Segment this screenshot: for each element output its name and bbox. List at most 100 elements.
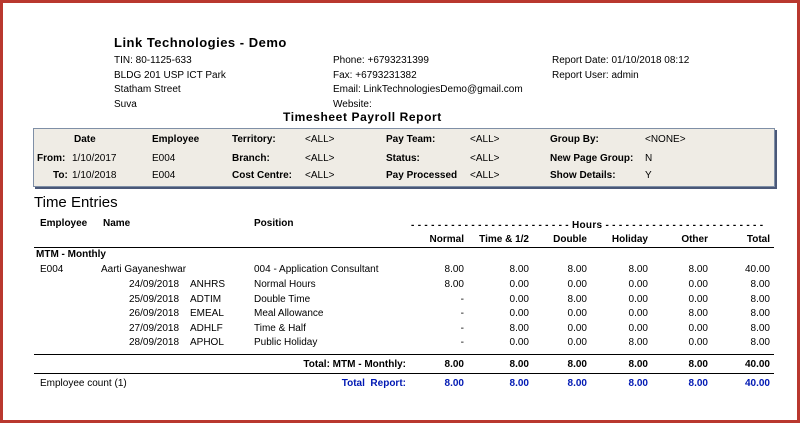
entry-code: ANHRS — [190, 279, 226, 290]
cost-centre-label: Cost Centre: — [232, 170, 293, 181]
table-row: 27/09/2018 ADHLF Time & Half - 8.00 0.00… — [3, 323, 797, 337]
entry-time-half: 0.00 — [509, 308, 529, 319]
address-line-2: Statham Street — [114, 84, 181, 95]
entry-total: 8.00 — [750, 308, 770, 319]
entry-desc: Time & Half — [254, 323, 306, 334]
new-page-group-value: N — [645, 153, 653, 164]
col-normal: Normal — [429, 234, 464, 245]
pay-processed-label: Pay Processed — [386, 170, 458, 181]
show-details-label: Show Details: — [550, 170, 616, 181]
contact-details: Phone: +6793231399 Fax: +6793231382 Emai… — [333, 54, 523, 112]
entry-date: 25/09/2018 — [129, 294, 180, 305]
entry-other: 0.00 — [688, 337, 708, 348]
employee-time-half: 8.00 — [509, 264, 529, 275]
group-total-label: Total: MTM - Monthly: — [303, 359, 406, 370]
col-name: Name — [103, 218, 131, 229]
entry-double: 8.00 — [567, 294, 587, 305]
territory-label: Territory: — [232, 134, 276, 145]
group-total-total: 40.00 — [744, 359, 770, 370]
report-total-normal: 8.00 — [444, 378, 464, 389]
group-total-holiday: 8.00 — [628, 359, 648, 370]
employee-other: 8.00 — [688, 264, 708, 275]
entry-code: ADTIM — [190, 294, 222, 305]
col-time-half: Time & 1/2 — [479, 234, 529, 245]
entry-time-half: 8.00 — [509, 323, 529, 334]
website-line: Website: — [333, 98, 372, 110]
entry-date: 27/09/2018 — [129, 323, 180, 334]
table-row: 26/09/2018 EMEAL Meal Allowance - 0.00 0… — [3, 308, 797, 322]
entry-code: EMEAL — [190, 308, 224, 319]
entry-double: 0.00 — [567, 308, 587, 319]
territory-value: <ALL> — [305, 134, 335, 145]
branch-label: Branch: — [232, 153, 270, 164]
cost-centre-value: <ALL> — [305, 170, 335, 181]
entry-holiday: 0.00 — [628, 279, 648, 290]
entry-normal: - — [460, 308, 464, 319]
employee-name: Aarti Gayaneshwar — [101, 264, 187, 275]
entry-double: 0.00 — [567, 337, 587, 348]
entry-other: 0.00 — [688, 279, 708, 290]
entry-other: 8.00 — [688, 308, 708, 319]
entry-date: 28/09/2018 — [129, 337, 180, 348]
show-details-value: Y — [645, 170, 652, 181]
report-sheet: Link Technologies - Demo TIN: 80-1125-63… — [3, 3, 797, 420]
report-total-label: Total Report: — [341, 378, 406, 389]
report-total-double: 8.00 — [567, 378, 587, 389]
employee-double: 8.00 — [567, 264, 587, 275]
address-line-3: Suva — [114, 98, 137, 110]
branch-value: <ALL> — [305, 153, 335, 164]
total-rule — [34, 373, 774, 374]
fax-line: Fax: +6793231382 — [333, 69, 417, 81]
group-label: MTM - Monthly — [36, 249, 106, 260]
status-label: Status: — [386, 153, 420, 164]
entry-double: 0.00 — [567, 279, 587, 290]
entry-total: 8.00 — [750, 323, 770, 334]
employee-normal: 8.00 — [444, 264, 464, 275]
report-title: Timesheet Payroll Report — [283, 110, 442, 124]
status-value: <ALL> — [470, 153, 500, 164]
table-row: 24/09/2018 ANHRS Normal Hours 8.00 0.00 … — [3, 279, 797, 293]
entry-time-half: 0.00 — [509, 294, 529, 305]
report-user: Report User: admin — [552, 69, 639, 81]
entry-holiday: 0.00 — [628, 308, 648, 319]
report-total-time-half: 8.00 — [509, 378, 529, 389]
entry-time-half: 0.00 — [509, 337, 529, 348]
employee-code: E004 — [40, 264, 64, 275]
entry-date: 24/09/2018 — [129, 279, 180, 290]
report-total-total: 40.00 — [744, 378, 770, 389]
date-label: Date — [74, 134, 96, 145]
tin-line: TIN: 80-1125-633 — [114, 55, 192, 66]
entry-normal: - — [460, 337, 464, 348]
group-total-other: 8.00 — [688, 359, 708, 370]
entry-desc: Meal Allowance — [254, 308, 324, 319]
entry-date: 26/09/2018 — [129, 308, 180, 319]
entry-double: 0.00 — [567, 323, 587, 334]
col-employee: Employee — [40, 218, 88, 229]
phone-line: Phone: +6793231399 — [333, 55, 429, 66]
entry-total: 8.00 — [750, 294, 770, 305]
group-rule — [34, 354, 774, 355]
group-total-normal: 8.00 — [444, 359, 464, 370]
col-other: Other — [681, 234, 708, 245]
entry-normal: 8.00 — [444, 279, 464, 290]
col-total: Total — [746, 234, 770, 245]
col-double: Double — [553, 234, 587, 245]
employee-total: 40.00 — [744, 264, 770, 275]
entry-normal: - — [460, 323, 464, 334]
from-employee: E004 — [152, 153, 176, 164]
from-label: From: — [37, 153, 66, 164]
to-label: To: — [53, 170, 68, 181]
entry-total: 8.00 — [750, 279, 770, 290]
company-name: Link Technologies - Demo — [114, 35, 287, 50]
from-value: 1/10/2017 — [72, 153, 117, 164]
table-row: 28/09/2018 APHOL Public Holiday - 0.00 0… — [3, 337, 797, 351]
employee-holiday: 8.00 — [628, 264, 648, 275]
group-by-label: Group By: — [550, 134, 599, 145]
employee-position: 004 - Application Consultant — [254, 264, 379, 275]
entry-holiday: 8.00 — [628, 337, 648, 348]
hours-band: - - - - - - - - - - - - - - - - - - - - … — [411, 220, 764, 231]
entry-desc: Double Time — [254, 294, 311, 305]
pay-processed-value: <ALL> — [470, 170, 500, 181]
to-employee: E004 — [152, 170, 176, 181]
entry-desc: Public Holiday — [254, 337, 318, 348]
